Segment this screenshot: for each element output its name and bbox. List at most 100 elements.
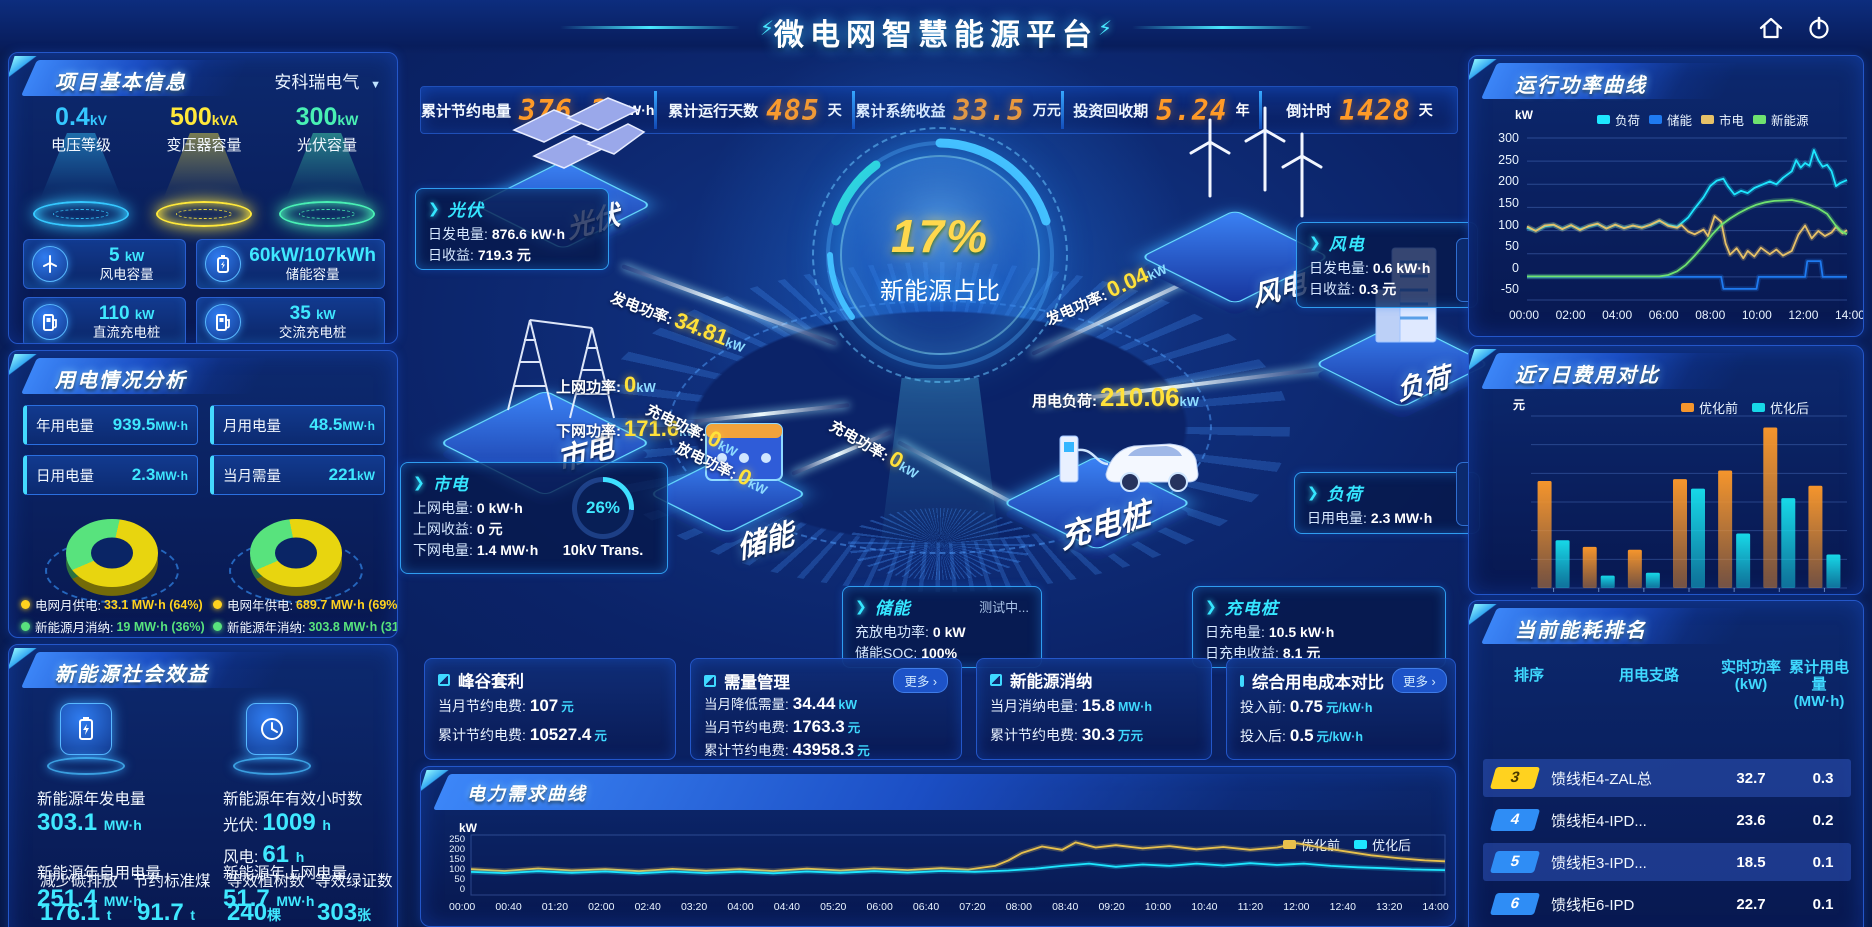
legend-item[interactable]: 新能源年消纳:303.8 MW·h (31%) [213, 617, 397, 636]
card-value: 35 kW [289, 303, 336, 325]
more-button[interactable]: 更多 [893, 668, 948, 693]
card-title: 新能源消纳 [1010, 673, 1093, 691]
legend-item[interactable]: 优化后 [1354, 835, 1411, 854]
tick-label: 06:00 [866, 901, 893, 913]
carbon-value: 176.1 t [40, 899, 112, 926]
benefit-card: 综合用电成本对比更多投入前:0.75元/kW·h 投入后:0.5元/kW·h [1226, 658, 1456, 760]
legend-item[interactable]: 电网年供电: 689.7 MW·h (69%) [213, 595, 397, 614]
more-button[interactable]: 更多 [1392, 668, 1447, 693]
panel-header: 项目基本信息 [9, 56, 248, 96]
panel-title: 项目基本信息 [55, 72, 187, 94]
kpi-unit: 年 [1235, 102, 1250, 118]
legend-item[interactable]: 电网月供电: 33.1 MW·h (64%) [21, 595, 207, 614]
panel-collapse-tab[interactable] [1456, 462, 1468, 526]
power-curve-panel: 运行功率曲线 kW 负荷 储能 市电 新能源 300 250 200 150 100 50 0 -5… [1468, 55, 1864, 337]
legend-item[interactable]: 储能 [1649, 110, 1692, 129]
lightning-icon: ⚡ [1098, 18, 1113, 40]
card-icon [1240, 674, 1244, 687]
table-row[interactable]: 5 馈线柜3-IPD... 18.5 0.1 [1483, 843, 1851, 881]
legend-item[interactable]: 新能源 [1753, 110, 1809, 129]
legend-item[interactable]: 市电 [1701, 110, 1744, 129]
kpi-value: 485 [766, 94, 820, 127]
grid-feed-label: 新能源年上网电量 [223, 865, 348, 882]
legend-swatch-icon [1597, 115, 1610, 124]
branch-name: 馈线柜6-IPD [1551, 896, 1635, 914]
panel-header: 新能源社会效益 [9, 648, 288, 688]
card-row: 投入前: 0.75 元/kW·h [1240, 697, 1373, 716]
tick-label: 2024-11-26 [1692, 592, 1776, 594]
info-row: 下网电量: 1.4 MW·h [413, 540, 563, 561]
core-base-ring [848, 508, 1032, 580]
row-value: 0 元 [476, 521, 503, 537]
card-row: 当月节约电费: 107 元 [438, 696, 574, 715]
chevron-icon: ❯ [1309, 234, 1321, 250]
card-row: 当月节约电费: 1763.3 元 [704, 717, 861, 736]
pedestal-ring [233, 757, 311, 775]
usage-analysis-panel: 用电情况分析 年用电量 939.5MW·h 月用电量 48.5MW·h 日用电量 2.3M… [8, 350, 398, 638]
card-value: 110 kW [98, 303, 155, 325]
capacity-card: 35 kW 交流充电桩 [196, 297, 385, 343]
chevron-icon: ❯ [855, 598, 867, 614]
coal-value: 91.7 t [137, 899, 196, 926]
table-row[interactable]: 3 馈线柜4-ZAL总 32.7 0.3 [1483, 759, 1851, 797]
y-axis-unit: kW [459, 821, 477, 835]
month-donut-chart [37, 499, 187, 619]
tick-label: 07:20 [959, 901, 986, 913]
tick-label: 00:00 [1509, 308, 1540, 322]
row-value: 0 kW·h [476, 500, 523, 516]
usage-stat-chips: 年用电量 939.5MW·h 月用电量 48.5MW·h 日用电量 2.3MW·h 当月需量… [23, 405, 385, 495]
tick-label: 02:40 [634, 901, 661, 913]
legend-name: 新能源 [1771, 114, 1809, 128]
panel-title: 近7日费用对比 [1515, 365, 1661, 387]
table-row[interactable]: 4 馈线柜4-IPD... 23.6 0.2 [1483, 801, 1851, 839]
tick-label: 150 [449, 854, 465, 866]
row-value: 876.6 kW·h [491, 226, 566, 242]
card-label: 储能容量 [285, 267, 340, 283]
table-row[interactable]: 6 馈线柜6-IPD 22.7 0.1 [1483, 885, 1851, 923]
legend-item[interactable]: 优化前 [1681, 398, 1738, 417]
tick-label: 2024-11-28 [1782, 592, 1863, 594]
header-deco-line [560, 26, 740, 29]
legend-swatch-icon [1681, 403, 1694, 412]
y-axis-labels: 300 250 200 150 100 50 0 -50 [1477, 132, 1519, 296]
power-icon[interactable] [1804, 14, 1834, 42]
tick-label: 100 [1498, 217, 1519, 232]
demand-line-chart [470, 834, 1446, 896]
cost-chart-legend: 优化前 优化后 [1681, 398, 1809, 417]
info-row: 储能SOC: 100% [855, 643, 1029, 664]
legend-item[interactable]: 负荷 [1597, 110, 1640, 129]
legend-item[interactable]: 优化后 [1752, 398, 1809, 417]
gen-value: 303.1 MW·h [37, 809, 142, 836]
header-deco-line [1132, 26, 1312, 29]
legend-swatch-icon [1354, 840, 1368, 849]
tick-label: 12:40 [1329, 901, 1356, 913]
column-header: 实时功率 (kW) [1720, 659, 1781, 693]
page-title: 微电网智慧能源平台 [774, 10, 1098, 54]
panel-collapse-tab[interactable] [1456, 238, 1468, 302]
tick-label: 100 [449, 864, 465, 876]
card-row: 当月降低需量: 34.44 kW [704, 694, 858, 713]
row-value: 0 kW [932, 624, 966, 640]
pv-hours-value: 光伏: 1009 h [223, 809, 331, 836]
panel-header: 电力需求曲线 [421, 770, 1450, 810]
info-row: 上网电量: 0 kW·h [413, 498, 563, 519]
card-row: 当月消纳电量: 15.8 MW·h [990, 696, 1152, 715]
wind-info-box: ❯ 风电 日发电量: 0.6 kW·h 日收益: 0.3 元 [1296, 222, 1478, 308]
certs-value: 303张 [317, 899, 372, 926]
capacity-cone: 500kVA 变压器容量 [146, 103, 262, 235]
company-select[interactable]: 安科瑞电气 ▼ [274, 68, 381, 93]
self-use-value: 251.4 MW·h [37, 885, 142, 912]
kpi-label: 累计系统收益 [855, 100, 945, 121]
power-towers-icon [507, 319, 615, 419]
tick-label: 200 [449, 844, 465, 856]
panel-header: 运行功率曲线 [1469, 59, 1738, 99]
tick-label: 300 [1498, 131, 1519, 145]
card-row: 累计节约电费: 43958.3 元 [704, 740, 870, 759]
donut-legend: 电网月供电: 33.1 MW·h (64%) 电网年供电: 689.7 MW·h (6… [21, 595, 397, 636]
usage-chip: 日用电量 2.3MW·h [23, 455, 198, 495]
legend-item[interactable]: 新能源月消纳: 19 MW·h (36%) [21, 617, 207, 636]
home-icon[interactable] [1756, 14, 1786, 42]
row-value: 8.1 元 [1282, 645, 1321, 661]
cone-dish-inner [53, 209, 109, 219]
y-axis-unit: 元 [1513, 398, 1526, 412]
